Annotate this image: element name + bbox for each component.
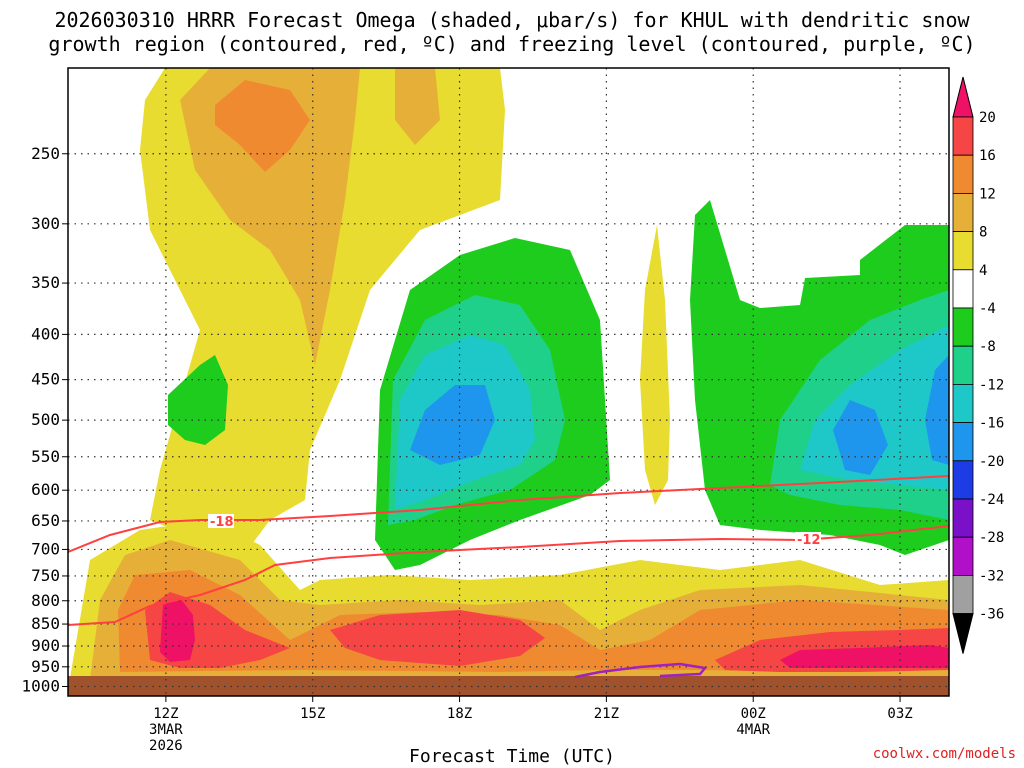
- colorbar-segment: [952, 154, 974, 194]
- y-tick-label: 750: [31, 566, 60, 585]
- colorbar-label: -32: [979, 568, 1004, 584]
- contour-labels: -18 -12: [208, 514, 821, 548]
- y-tick-label: 900: [31, 636, 60, 655]
- x-tick-label: 21Z: [594, 706, 619, 722]
- x-tick-label: 18Z: [447, 706, 472, 722]
- colorbar-segment: [952, 575, 974, 615]
- x-tick-sublabel: 3MAR: [149, 722, 183, 738]
- colorbar-label: 16: [979, 148, 996, 164]
- grid-lines: [68, 68, 949, 696]
- y-tick-label: 600: [31, 480, 60, 499]
- y-tick-label: 700: [31, 539, 60, 558]
- colorbar-segment: [952, 307, 974, 347]
- colorbar-label: 20: [979, 110, 996, 126]
- y-tick-label: 650: [31, 511, 60, 530]
- colorbar-label: 4: [979, 263, 987, 279]
- dgz-contour-minus12: [68, 525, 949, 626]
- x-tick-sublabel: 2026: [149, 738, 183, 754]
- y-tick-label: 500: [31, 410, 60, 429]
- y-tick-label: 350: [31, 273, 60, 292]
- omega-region-darkorange-lower: [118, 570, 949, 672]
- colorbar-label: -24: [979, 492, 1004, 508]
- y-tick-label: 800: [31, 591, 60, 610]
- x-tick-sublabel: 4MAR: [736, 722, 770, 738]
- y-axis: 250 300 350 400 450 500 550 600 650 700 750 800 850 9…: [21, 144, 68, 696]
- chart-title: 2026030310 HRRR Forecast Omega (shaded, …: [0, 8, 1024, 56]
- freezing-level-contour: [574, 662, 708, 679]
- colorbar-label: 12: [979, 186, 996, 202]
- omega-region-cyan-right: [800, 325, 949, 490]
- title-line-1: 2026030310 HRRR Forecast Omega (shaded, …: [54, 8, 970, 32]
- y-tick-label: 250: [31, 144, 60, 163]
- colorbar-segment: [952, 116, 974, 156]
- colorbar-label: -8: [979, 339, 996, 355]
- colorbar-segment: [952, 383, 974, 423]
- omega-shading: [68, 68, 949, 692]
- colorbar-segment: [952, 460, 974, 500]
- omega-region-green-small: [168, 355, 228, 445]
- omega-region-yellow-strip: [640, 225, 670, 505]
- colorbar: 20 16 12 8 4 -4 -8 -12 -16 -20 -24 -28 -32 -36: [952, 76, 1004, 654]
- colorbar-bottom-arrow: [952, 613, 974, 654]
- y-tick-label: 950: [31, 657, 60, 676]
- omega-region-darkorange-upper: [215, 80, 310, 172]
- colorbar-segment: [952, 231, 974, 271]
- omega-region-blue-center: [410, 385, 495, 465]
- omega-region-orange-strip: [395, 68, 440, 145]
- dgz-contour-minus18: [68, 475, 949, 553]
- y-tick-label: 300: [31, 214, 60, 233]
- colorbar-label: 8: [979, 225, 987, 241]
- y-tick-label: 850: [31, 614, 60, 633]
- colorbar-label: -28: [979, 530, 1004, 546]
- plot-frame: [67, 67, 950, 697]
- colorbar-label: -12: [979, 377, 1004, 393]
- colorbar-segment: [952, 192, 974, 232]
- colorbar-segment: [952, 269, 974, 309]
- contours: [68, 475, 949, 679]
- title-line-2: growth region (contoured, red, ºC) and f…: [48, 32, 976, 56]
- x-axis-title: Forecast Time (UTC): [409, 746, 615, 767]
- x-tick-label: 12Z: [153, 706, 178, 722]
- contour-label-minus18: -18: [210, 515, 234, 530]
- y-tick-label: 1000: [21, 677, 60, 696]
- colorbar-segment: [952, 345, 974, 385]
- y-tick-label: 450: [31, 370, 60, 389]
- omega-region-blue-edge: [925, 355, 949, 465]
- colorbar-label: -4: [979, 301, 996, 317]
- colorbar-label: -16: [979, 416, 1004, 432]
- contour-label-minus12: -12: [797, 533, 821, 548]
- colorbar-segment: [952, 422, 974, 462]
- x-tick-label: 03Z: [887, 706, 912, 722]
- colorbar-top-arrow: [952, 76, 974, 118]
- colorbar-label: -20: [979, 454, 1004, 470]
- x-tick-label: 00Z: [741, 706, 766, 722]
- credit-text: coolwx.com/models: [872, 746, 1016, 762]
- y-tick-label: 400: [31, 324, 60, 343]
- ground-surface: [68, 676, 949, 696]
- omega-region-orange-upper: [180, 68, 360, 365]
- omega-region-magenta-right: [780, 645, 949, 668]
- colorbar-segment: [952, 498, 974, 538]
- x-tick-label: 15Z: [300, 706, 325, 722]
- y-tick-label: 550: [31, 447, 60, 466]
- colorbar-label: -36: [979, 607, 1004, 623]
- colorbar-segment: [952, 536, 974, 576]
